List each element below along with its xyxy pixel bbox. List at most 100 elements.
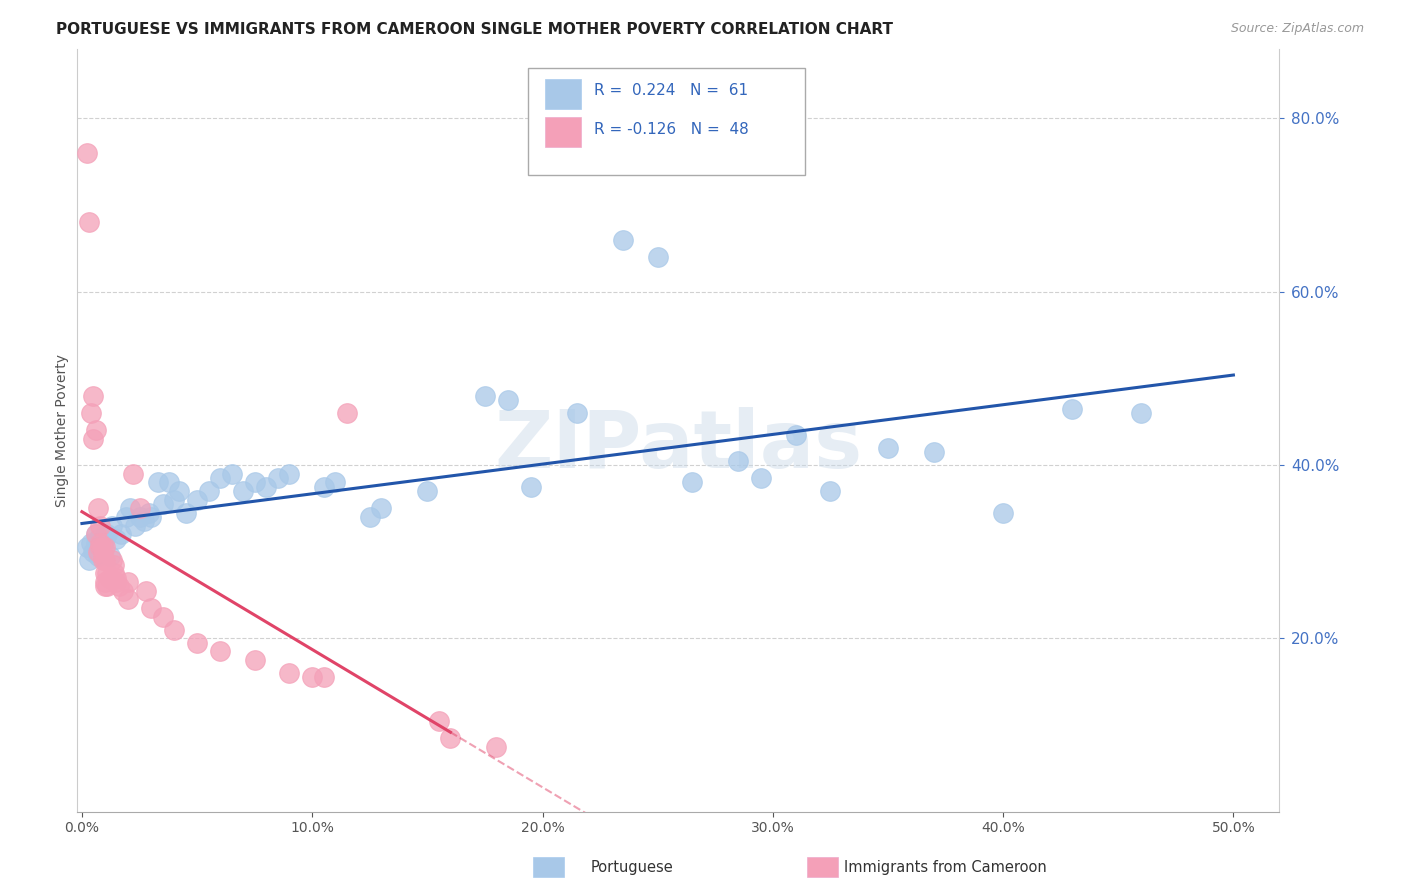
Point	[1130, 406, 1153, 420]
Point	[77, 553, 100, 567]
Point	[336, 406, 359, 420]
Point	[727, 454, 749, 468]
Point	[312, 670, 335, 684]
Point	[94, 527, 117, 541]
Point	[167, 484, 190, 499]
Point	[91, 553, 114, 567]
Point	[427, 714, 450, 728]
Point	[96, 579, 118, 593]
Point	[96, 566, 118, 581]
Point	[128, 510, 150, 524]
Point	[87, 549, 110, 563]
Point	[612, 233, 634, 247]
Point	[243, 475, 266, 490]
Point	[120, 501, 142, 516]
Point	[87, 532, 110, 546]
Point	[77, 215, 100, 229]
Point	[98, 549, 121, 563]
Point	[84, 424, 107, 438]
Point	[101, 553, 124, 567]
Point	[94, 532, 117, 546]
Point	[107, 579, 129, 593]
Point	[139, 601, 162, 615]
Text: ZIPatlas: ZIPatlas	[495, 407, 862, 484]
Point	[132, 515, 156, 529]
Point	[76, 541, 98, 555]
Point	[103, 566, 125, 581]
Point	[174, 506, 197, 520]
Point	[232, 484, 254, 499]
Point	[922, 445, 945, 459]
Point	[105, 571, 128, 585]
Point	[785, 427, 807, 442]
Point	[439, 731, 461, 745]
Point	[323, 475, 346, 490]
Point	[520, 480, 543, 494]
Point	[82, 432, 104, 446]
Point	[163, 623, 186, 637]
Point	[152, 609, 174, 624]
Point	[84, 527, 107, 541]
Point	[80, 406, 103, 420]
Point	[94, 579, 117, 593]
Point	[163, 492, 186, 507]
Point	[991, 506, 1014, 520]
Point	[209, 471, 232, 485]
Point	[98, 571, 121, 585]
Y-axis label: Single Mother Poverty: Single Mother Poverty	[55, 354, 69, 507]
Point	[301, 670, 323, 684]
Point	[359, 510, 381, 524]
Point	[749, 471, 772, 485]
Point	[128, 501, 150, 516]
Point	[105, 532, 128, 546]
Point	[135, 583, 157, 598]
Point	[94, 575, 117, 590]
Text: Source: ZipAtlas.com: Source: ZipAtlas.com	[1230, 22, 1364, 36]
Text: Immigrants from Cameroon: Immigrants from Cameroon	[844, 860, 1046, 874]
Point	[124, 518, 146, 533]
Point	[312, 480, 335, 494]
Point	[96, 527, 118, 541]
Point	[117, 575, 139, 590]
Point	[647, 250, 669, 264]
Point	[87, 545, 110, 559]
Point	[112, 583, 135, 598]
Text: Portuguese: Portuguese	[591, 860, 673, 874]
Point	[117, 592, 139, 607]
FancyBboxPatch shape	[529, 68, 804, 175]
Point	[221, 467, 243, 481]
Point	[278, 666, 301, 681]
Point	[105, 575, 128, 590]
Point	[159, 475, 181, 490]
Point	[76, 146, 98, 161]
FancyBboxPatch shape	[546, 78, 581, 110]
Point	[186, 492, 208, 507]
Point	[84, 527, 107, 541]
Point	[416, 484, 439, 499]
Point	[89, 546, 111, 560]
Point	[254, 480, 277, 494]
Point	[1062, 401, 1084, 416]
Point	[278, 467, 301, 481]
Text: R =  0.224   N =  61: R = 0.224 N = 61	[595, 83, 748, 98]
Point	[89, 541, 111, 555]
Point	[94, 541, 117, 555]
Point	[138, 506, 160, 520]
Point	[82, 545, 104, 559]
Point	[139, 510, 162, 524]
Point	[91, 549, 114, 563]
Point	[820, 484, 842, 499]
Point	[84, 536, 107, 550]
Point	[186, 636, 208, 650]
Point	[681, 475, 703, 490]
Point	[370, 501, 392, 516]
Point	[114, 510, 136, 524]
Point	[89, 541, 111, 555]
Point	[91, 536, 114, 550]
Point	[146, 475, 169, 490]
Point	[89, 518, 111, 533]
Point	[101, 518, 124, 533]
Text: PORTUGUESE VS IMMIGRANTS FROM CAMEROON SINGLE MOTHER POVERTY CORRELATION CHART: PORTUGUESE VS IMMIGRANTS FROM CAMEROON S…	[56, 22, 893, 37]
Point	[110, 527, 132, 541]
Point	[209, 644, 232, 658]
